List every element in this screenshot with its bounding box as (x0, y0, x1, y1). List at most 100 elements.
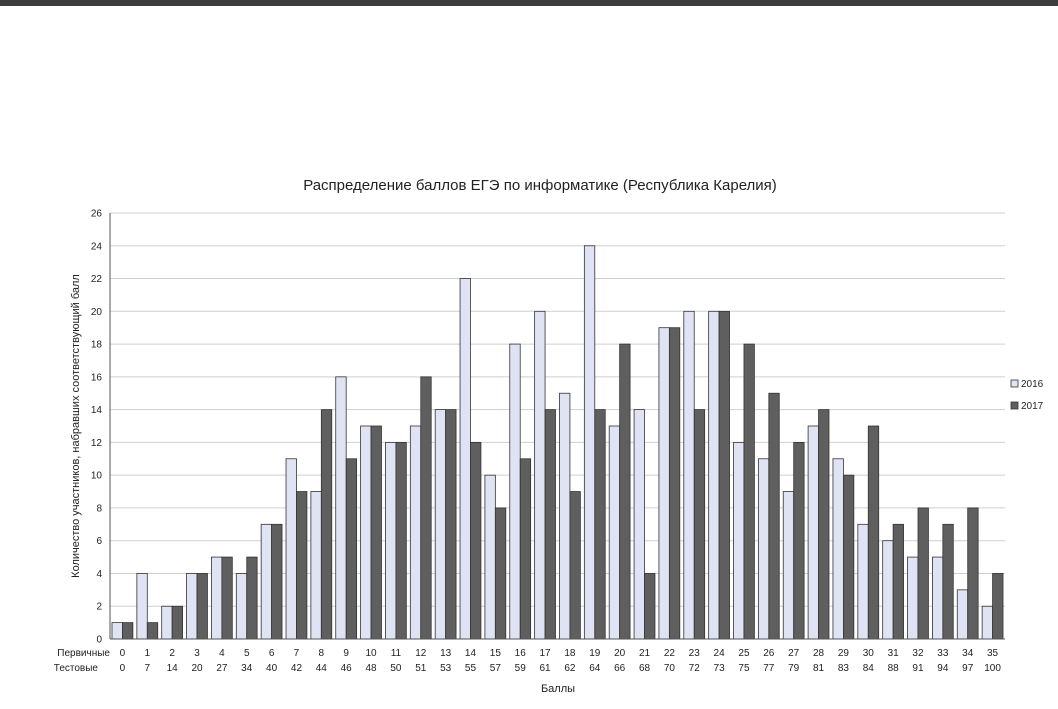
bar-2016-30 (857, 523, 869, 640)
bar-2016-23 (683, 310, 695, 640)
bar-2016-32 (907, 556, 919, 640)
x-tick-label-test: 88 (888, 663, 900, 674)
x-tick-label-test: 79 (788, 663, 800, 674)
x-tick-label-primary: 25 (738, 648, 750, 659)
x-tick-label-primary: 10 (365, 648, 377, 659)
x-tick-label-test: 72 (689, 663, 701, 674)
x-tick-label-test: 20 (191, 663, 203, 674)
bar-2017-25 (743, 343, 755, 640)
x-tick-label-primary: 2 (169, 648, 175, 659)
x-tick-label-primary: 14 (465, 648, 477, 659)
bar-2016-20 (608, 425, 621, 640)
bar-2016-4 (211, 556, 223, 640)
x-tick-label-test: 34 (241, 663, 253, 674)
bar-2016-19 (583, 245, 596, 640)
x-tick-label-primary: 8 (319, 648, 325, 659)
x-tick-label-primary: 4 (219, 648, 225, 659)
x-tick-label-primary: 6 (269, 648, 275, 659)
bar-2017-34 (967, 507, 979, 640)
x-tick-label-test: 73 (714, 663, 726, 674)
x-tick-label-primary: 0 (120, 648, 126, 659)
x-tick-label-test: 7 (145, 663, 151, 674)
bar-2016-27 (782, 491, 795, 640)
bar-2016-6 (260, 523, 272, 640)
row-label-test: Тестовые (54, 663, 99, 674)
x-tick-label-primary: 19 (589, 648, 601, 659)
x-tick-label-test: 27 (216, 663, 228, 674)
bar-2017-8 (320, 409, 333, 640)
x-tick-label-primary: 22 (664, 648, 676, 659)
bar-2017-32 (917, 507, 929, 640)
x-tick-label-primary: 20 (614, 648, 626, 659)
axes: 0246810121416182022242600172143204275346… (91, 209, 1005, 674)
bar-2016-24 (708, 310, 720, 640)
y-tick-label: 20 (91, 307, 103, 318)
x-tick-label-test: 94 (937, 663, 949, 674)
bar-2017-35 (992, 573, 1004, 640)
x-tick-label-test: 70 (664, 663, 676, 674)
x-tick-label-primary: 3 (194, 648, 200, 659)
x-tick-label-test: 100 (984, 663, 1001, 674)
bar-2017-26 (768, 392, 780, 640)
bar-2016-33 (932, 556, 944, 640)
bar-2017-4 (221, 556, 233, 640)
x-tick-label-primary: 1 (145, 648, 151, 659)
x-tick-label-test: 40 (266, 663, 278, 674)
legend-swatch-2017 (1010, 401, 1019, 410)
y-tick-label: 26 (91, 209, 103, 220)
legend-label-2017: 2017 (1021, 401, 1044, 412)
bar-2016-21 (633, 409, 645, 640)
bar-2017-19 (594, 409, 606, 640)
x-tick-label-test: 55 (465, 663, 477, 674)
bar-2017-23 (693, 409, 706, 640)
bar-2017-28 (818, 409, 830, 640)
x-tick-label-primary: 12 (415, 648, 427, 659)
bar-2016-2 (161, 605, 173, 640)
x-tick-label-primary: 27 (788, 648, 800, 659)
x-tick-label-test: 48 (365, 663, 377, 674)
bar-2017-33 (942, 523, 954, 640)
bar-2017-10 (370, 425, 382, 640)
bar-2017-21 (644, 573, 656, 640)
x-tick-label-test: 68 (639, 663, 651, 674)
bar-2017-11 (395, 441, 407, 640)
x-tick-label-test: 46 (341, 663, 353, 674)
top-border-bar (0, 0, 1058, 6)
legend-label-2016: 2016 (1021, 379, 1044, 390)
bar-2017-18 (569, 491, 581, 640)
x-tick-label-test: 77 (763, 663, 775, 674)
x-tick-label-primary: 13 (440, 648, 452, 659)
x-tick-label-primary: 21 (639, 648, 651, 659)
y-tick-label: 8 (96, 503, 102, 514)
x-axis-label: Баллы (541, 683, 575, 695)
x-tick-label-test: 0 (120, 663, 126, 674)
bar-2017-30 (867, 425, 880, 640)
x-tick-label-test: 97 (962, 663, 974, 674)
bar-2017-14 (470, 441, 482, 640)
bar-2017-16 (519, 458, 532, 640)
bar-2017-29 (843, 474, 855, 640)
grid (110, 212, 1005, 640)
x-tick-label-test: 81 (813, 663, 825, 674)
bar-2017-12 (420, 376, 432, 640)
bar-2016-31 (882, 540, 894, 640)
x-tick-label-test: 62 (564, 663, 576, 674)
bar-2016-9 (335, 376, 347, 640)
x-tick-label-primary: 9 (343, 648, 349, 659)
x-tick-label-primary: 15 (490, 648, 502, 659)
x-tick-label-primary: 24 (714, 648, 726, 659)
x-tick-label-test: 91 (912, 663, 924, 674)
bar-2017-1 (146, 622, 159, 640)
x-tick-label-primary: 17 (540, 648, 552, 659)
y-tick-label: 18 (91, 340, 103, 351)
bar-2016-35 (981, 605, 993, 640)
x-tick-label-test: 53 (440, 663, 452, 674)
bar-2017-31 (892, 523, 904, 640)
x-tick-label-primary: 35 (987, 648, 999, 659)
x-tick-label-test: 14 (167, 663, 179, 674)
legend: 2016 2017 (1010, 379, 1044, 412)
x-tick-label-primary: 30 (863, 648, 875, 659)
bar-2016-25 (733, 441, 745, 640)
y-tick-label: 2 (96, 602, 102, 613)
bar-2016-13 (434, 409, 447, 640)
